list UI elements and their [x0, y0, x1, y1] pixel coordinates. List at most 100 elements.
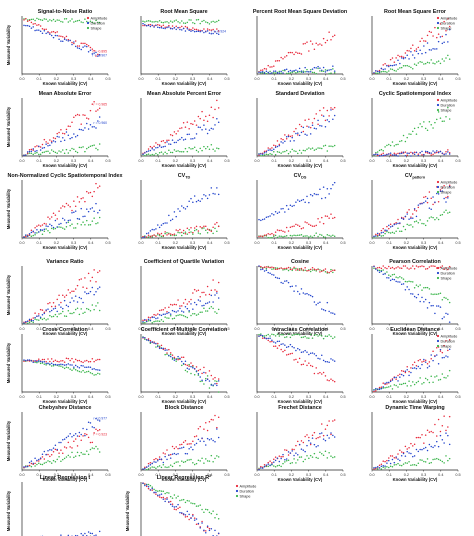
x-tick-label: 0.2 — [173, 241, 178, 245]
point-amplitude — [153, 313, 155, 316]
point-amplitude — [205, 225, 207, 227]
legend-marker — [436, 180, 440, 184]
point-duration — [175, 28, 177, 31]
point-duration — [151, 341, 153, 343]
point-amplitude — [404, 445, 407, 448]
x-tick-label: 0.3 — [306, 159, 311, 163]
point-shape — [153, 154, 155, 156]
point-duration — [408, 218, 410, 220]
point-amplitude — [32, 360, 34, 362]
point-duration — [86, 45, 88, 48]
point-amplitude — [298, 269, 301, 271]
point-shape — [436, 217, 438, 219]
point-amplitude — [210, 230, 213, 233]
point-duration — [309, 71, 312, 73]
x-tick-label: 0.1 — [387, 473, 392, 477]
point-amplitude — [332, 420, 334, 422]
point-shape — [177, 495, 179, 498]
point-amplitude — [160, 344, 163, 347]
series-amplitude — [258, 106, 336, 156]
point-amplitude — [84, 42, 86, 45]
point-duration — [297, 290, 299, 293]
point-shape — [188, 459, 190, 461]
point-shape — [430, 461, 432, 464]
point-shape — [289, 336, 292, 339]
point-duration — [205, 379, 207, 382]
point-duration — [87, 51, 90, 53]
point-duration — [25, 359, 27, 362]
point-shape — [437, 111, 440, 113]
point-shape — [62, 21, 64, 23]
panel-title: Intraclass Correlation — [272, 327, 327, 333]
point-shape — [445, 57, 447, 59]
point-amplitude — [171, 445, 174, 448]
x-tick-label: 0.4 — [323, 77, 328, 81]
point-shape — [430, 216, 432, 218]
legend-label: Duration — [441, 271, 455, 275]
point-duration — [74, 295, 77, 297]
point-amplitude — [287, 454, 290, 456]
series-amplitude — [258, 419, 336, 470]
point-amplitude — [406, 211, 408, 214]
point-amplitude — [67, 441, 70, 444]
point-shape — [93, 447, 95, 450]
point-amplitude — [330, 213, 332, 215]
panel-title: Block Distance — [165, 405, 204, 411]
point-duration — [76, 435, 79, 437]
point-duration — [380, 387, 383, 390]
point-amplitude — [439, 350, 442, 352]
point-amplitude — [63, 361, 66, 363]
point-amplitude — [181, 231, 183, 234]
point-shape — [274, 466, 277, 468]
point-amplitude — [426, 429, 429, 432]
point-shape — [423, 121, 425, 123]
point-duration — [276, 145, 279, 148]
point-amplitude — [285, 354, 288, 356]
point-duration — [98, 420, 101, 422]
point-shape — [157, 490, 159, 492]
point-shape — [324, 236, 327, 239]
point-amplitude — [322, 434, 325, 437]
point-duration — [426, 42, 429, 44]
point-amplitude — [177, 230, 179, 232]
point-shape — [287, 152, 290, 155]
point-amplitude — [295, 444, 297, 447]
point-amplitude — [423, 265, 425, 268]
point-duration — [287, 208, 290, 210]
point-duration — [402, 452, 405, 455]
point-shape — [98, 309, 101, 312]
point-shape — [67, 221, 70, 224]
x-tick-label: 0.2 — [404, 327, 409, 331]
point-duration — [269, 337, 271, 339]
point-shape — [177, 150, 179, 152]
x-tick-label: 0.3 — [71, 473, 76, 477]
point-duration — [67, 40, 70, 42]
x-tick-label: 0.0 — [369, 77, 374, 81]
point-duration — [326, 119, 329, 121]
point-amplitude — [430, 430, 432, 433]
point-amplitude — [304, 42, 306, 45]
point-shape — [287, 333, 290, 336]
point-shape — [201, 508, 203, 511]
point-shape — [149, 342, 152, 345]
point-shape — [36, 17, 38, 20]
point-amplitude — [426, 363, 429, 365]
point-shape — [197, 18, 200, 21]
point-duration — [169, 355, 172, 358]
point-amplitude — [205, 372, 207, 374]
point-amplitude — [203, 428, 205, 430]
point-duration — [52, 308, 55, 310]
point-duration — [410, 371, 412, 374]
point-duration — [147, 485, 150, 488]
r-annotation: r = 0.977 — [94, 417, 108, 421]
point-shape — [39, 153, 42, 156]
point-duration — [73, 41, 75, 43]
point-shape — [434, 376, 436, 378]
point-duration — [82, 46, 84, 48]
point-amplitude — [56, 31, 58, 33]
point-shape — [153, 466, 155, 469]
point-duration — [201, 128, 203, 131]
point-amplitude — [295, 127, 297, 130]
point-amplitude — [97, 271, 99, 274]
